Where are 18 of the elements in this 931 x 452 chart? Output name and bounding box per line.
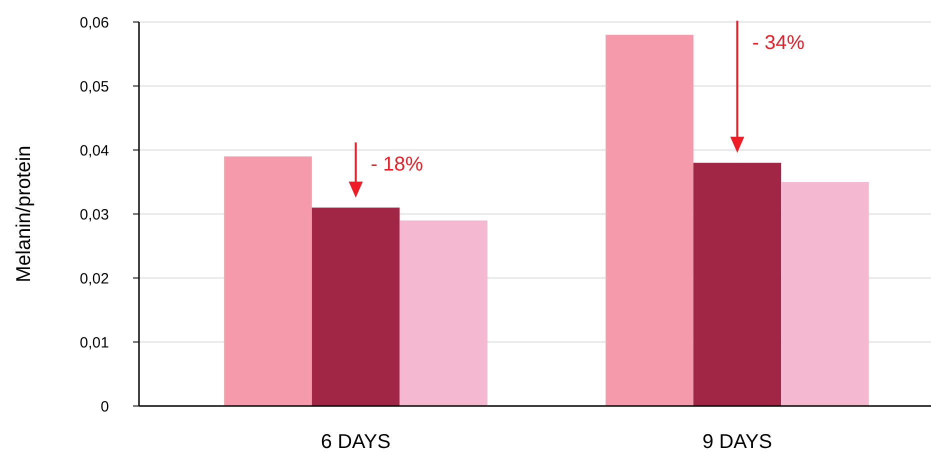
bar <box>312 208 400 406</box>
y-tick-label: 0,03 <box>80 206 109 224</box>
annotation: - 34% <box>752 32 805 54</box>
y-tick-label: 0,04 <box>80 142 109 160</box>
bar <box>224 156 312 406</box>
bar <box>606 34 694 406</box>
x-tick-label: 6 DAYS <box>320 431 391 452</box>
bar <box>400 220 488 406</box>
y-axis-title: Melanin/protein <box>13 146 35 282</box>
annotation: - 18% <box>370 153 424 176</box>
y-tick-label: 0,02 <box>80 270 109 288</box>
y-tick-label: 0,05 <box>80 78 109 96</box>
y-tick-label: 0,06 <box>80 14 109 32</box>
y-tick-label: 0,01 <box>80 334 109 352</box>
y-tick-label: 0 <box>100 398 109 416</box>
bar <box>781 182 869 406</box>
x-tick-label: 9 DAYS <box>702 431 772 452</box>
bar <box>693 162 782 406</box>
